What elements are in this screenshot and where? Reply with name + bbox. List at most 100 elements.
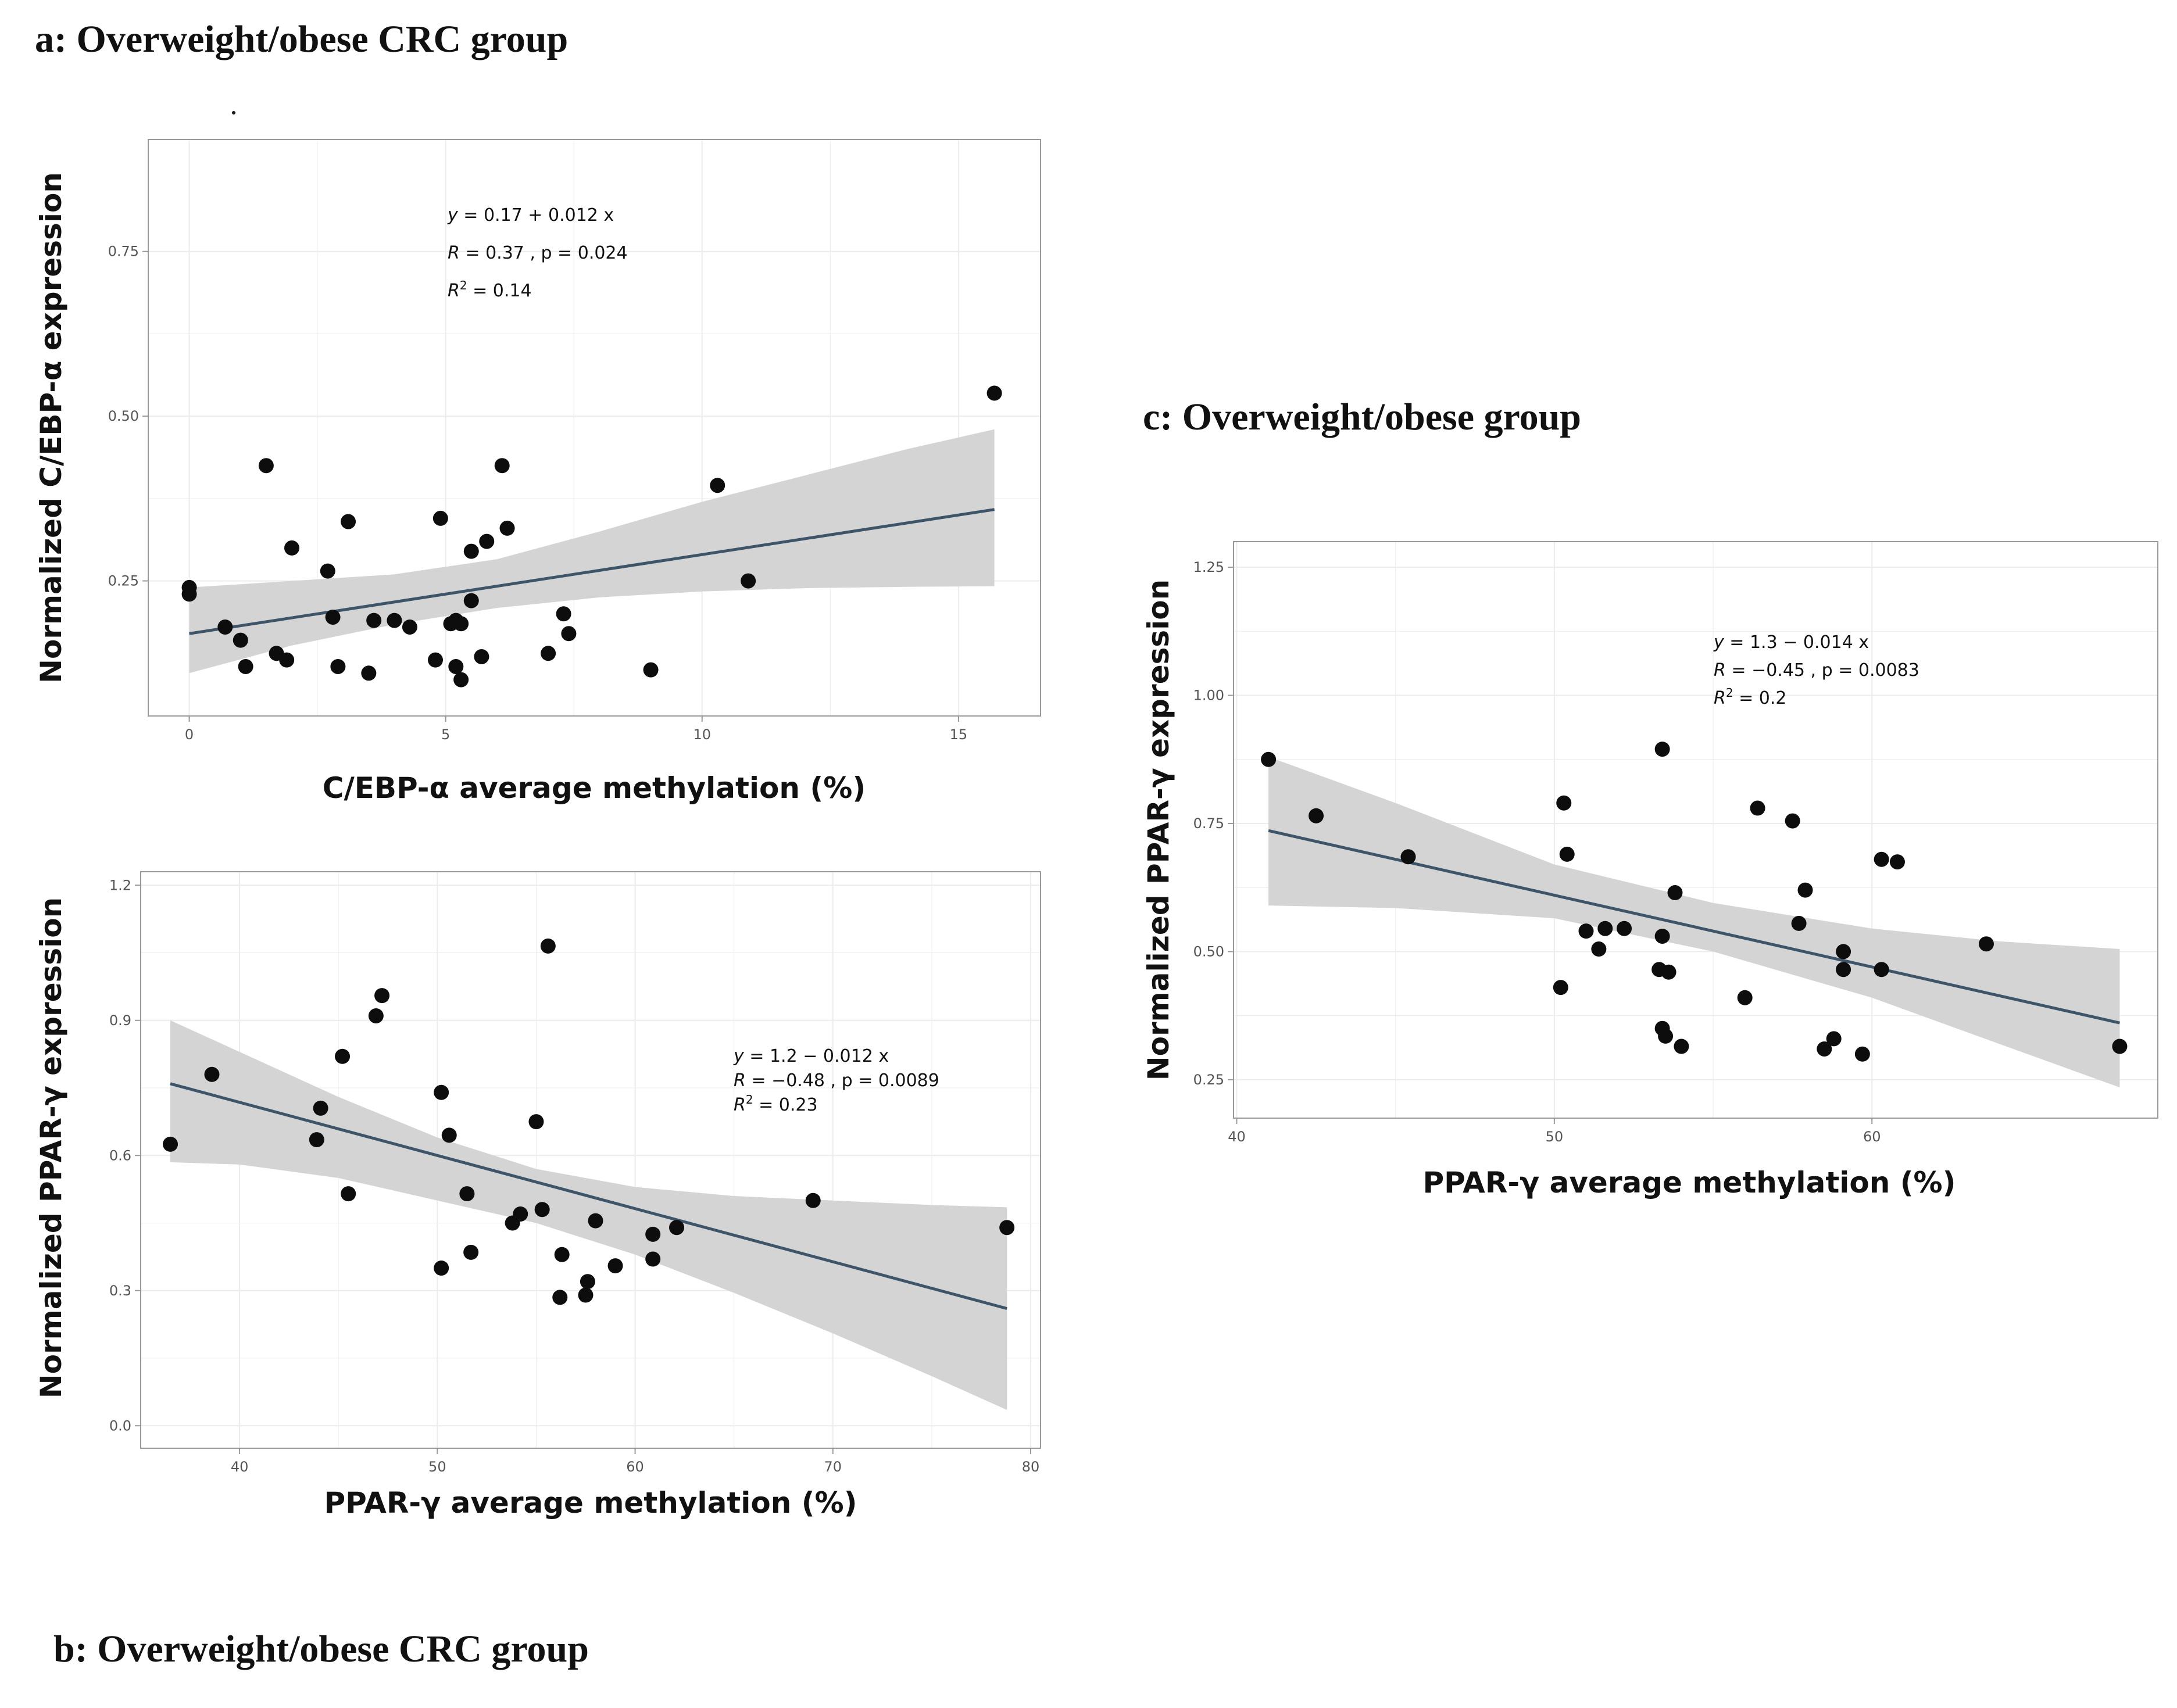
data-point — [986, 385, 1002, 401]
data-point — [453, 616, 469, 632]
regression-line — [189, 508, 995, 635]
confidence-band — [1268, 757, 2120, 1088]
x-tick-label: 5 — [441, 726, 450, 743]
data-point — [258, 458, 274, 474]
data-point — [368, 1008, 384, 1023]
regression-equation: y = 1.2 − 0.012 x — [733, 1046, 889, 1066]
x-axis-label: PPAR-γ average methylation (%) — [1422, 1166, 1956, 1199]
panel-c-title: c: Overweight/obese group — [1143, 396, 1582, 438]
correlation-stats: R = −0.45 , p = 0.0083 — [1714, 660, 1919, 681]
data-point — [643, 662, 659, 678]
data-point — [374, 988, 390, 1004]
data-point — [453, 672, 469, 688]
data-point — [528, 1114, 544, 1130]
data-point — [2112, 1039, 2128, 1054]
x-tick-label: 70 — [824, 1459, 842, 1475]
data-point — [1785, 813, 1800, 829]
data-point — [463, 543, 479, 559]
y-tick-label: 0.50 — [108, 408, 139, 424]
data-point — [1817, 1041, 1832, 1057]
data-point — [554, 1247, 570, 1262]
data-point — [540, 938, 556, 954]
confidence-band — [189, 429, 995, 674]
data-point — [1591, 941, 1607, 957]
data-point — [1874, 851, 1889, 867]
data-point — [645, 1226, 661, 1242]
r-squared: R2 = 0.14 — [448, 278, 532, 301]
data-point — [1889, 854, 1905, 870]
x-tick-label: 50 — [428, 1459, 446, 1475]
x-axis-label: PPAR-γ average methylation (%) — [324, 1486, 857, 1520]
panel-a-title: a: Overweight/obese CRC group — [35, 18, 569, 60]
x-tick-label: 10 — [693, 726, 711, 743]
data-point — [1556, 795, 1572, 811]
y-axis-label: Normalized PPAR-γ expression — [1142, 579, 1175, 1080]
x-tick-label: 40 — [1228, 1129, 1246, 1145]
stray-dot-mark — [232, 111, 235, 114]
y-tick-label: 0.9 — [109, 1012, 131, 1029]
x-tick-label: 0 — [185, 726, 194, 743]
data-point — [463, 593, 479, 608]
data-point — [499, 520, 515, 536]
x-tick-label: 15 — [950, 726, 968, 743]
data-point — [459, 1186, 475, 1202]
data-point — [1836, 944, 1851, 959]
x-tick-label: 60 — [1863, 1129, 1881, 1145]
chart-a: 0 5 10 15 0.25 0.50 0.75 y = 0.17 + 0.012 x R = … — [34, 139, 1041, 805]
data-point — [325, 609, 341, 625]
data-point — [448, 658, 464, 674]
data-point — [534, 1202, 550, 1218]
y-tick-label: 1.00 — [1193, 688, 1224, 704]
y-tick-label: 0.6 — [109, 1147, 131, 1163]
data-point — [217, 619, 233, 635]
data-point — [313, 1100, 328, 1116]
y-tick-label: 0.75 — [1193, 815, 1224, 832]
data-point — [556, 606, 571, 622]
data-point — [163, 1136, 178, 1152]
data-point — [432, 510, 448, 526]
data-point — [341, 1186, 356, 1202]
data-point — [238, 658, 253, 674]
data-point — [1978, 936, 1994, 952]
y-tick-label: 0.50 — [1193, 943, 1224, 959]
r-squared: R2 = 0.23 — [734, 1093, 818, 1115]
data-point — [494, 458, 510, 474]
data-point — [387, 613, 402, 628]
data-point — [330, 658, 346, 674]
data-point — [434, 1261, 449, 1276]
data-point — [1854, 1046, 1870, 1062]
panel-border — [148, 139, 1041, 717]
data-point — [233, 632, 248, 648]
data-point — [710, 478, 725, 493]
data-point — [741, 573, 756, 589]
data-point — [1400, 849, 1416, 865]
regression-equation: y = 0.17 + 0.012 x — [447, 205, 614, 225]
data-point — [999, 1220, 1015, 1236]
y-tick-label: 1.25 — [1193, 559, 1224, 575]
data-point — [1836, 962, 1851, 977]
correlation-stats: R = −0.48 , p = 0.0089 — [734, 1070, 939, 1091]
y-tick-label: 0.25 — [1193, 1072, 1224, 1088]
data-point — [366, 613, 382, 628]
data-point — [320, 563, 335, 579]
regression-equation: y = 1.3 − 0.014 x — [1713, 632, 1869, 653]
data-point — [181, 586, 197, 602]
data-point — [1597, 921, 1613, 936]
data-point — [1750, 800, 1765, 816]
data-point — [1578, 923, 1594, 939]
data-point — [578, 1287, 594, 1303]
data-point — [1826, 1031, 1842, 1047]
data-point — [1797, 882, 1813, 898]
data-point — [1553, 980, 1568, 996]
y-tick-label: 1.2 — [109, 877, 131, 893]
data-point — [1654, 742, 1670, 757]
data-point — [1674, 1039, 1689, 1054]
data-point — [341, 514, 356, 529]
data-point — [204, 1066, 220, 1082]
chart-b: 40 50 60 70 80 0.0 0.3 0.6 0.9 1.2 y = 1.2 − 0.012… — [34, 871, 1041, 1520]
data-point — [1261, 751, 1277, 767]
y-tick-label: 0.25 — [108, 573, 139, 589]
r-squared: R2 = 0.2 — [1714, 686, 1787, 708]
x-axis-label: C/EBP-α average methylation (%) — [323, 771, 866, 805]
data-point — [588, 1213, 603, 1229]
